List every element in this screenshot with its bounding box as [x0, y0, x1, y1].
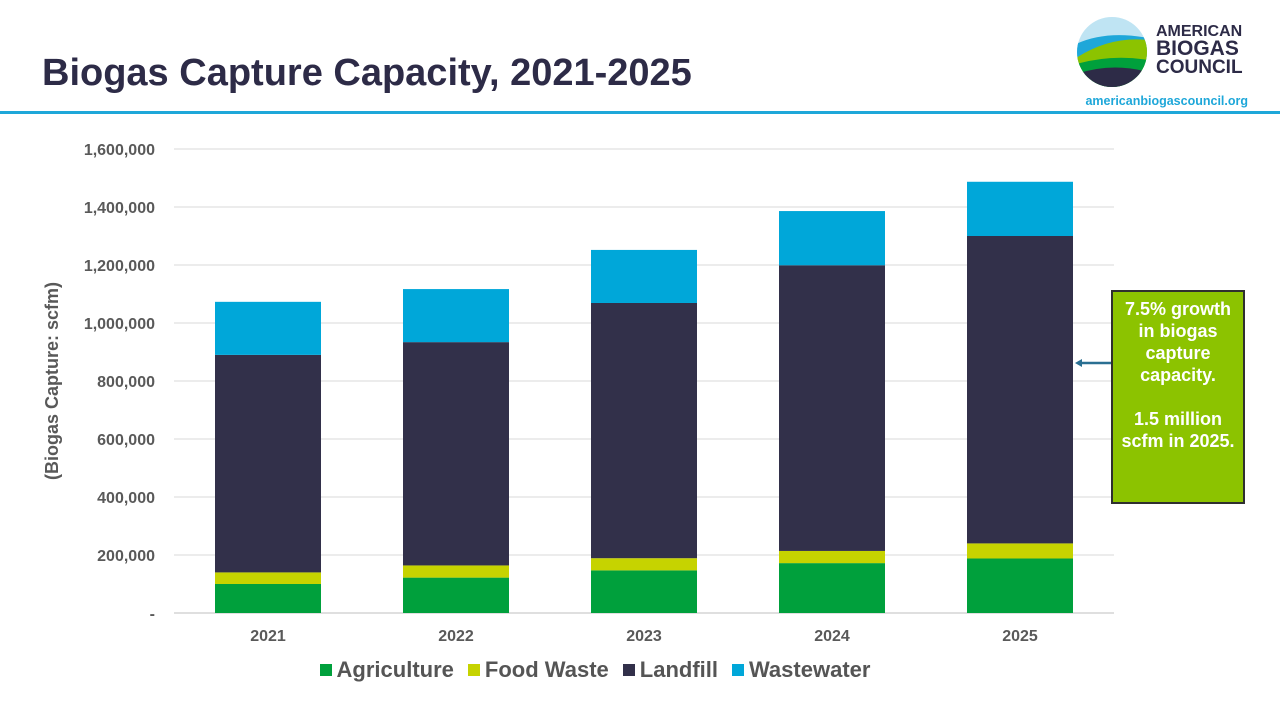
x-tick-label: 2022: [438, 628, 474, 645]
y-axis-label: (Biogas Capture: scfm): [42, 282, 62, 480]
y-axis-ticks: - 200,000 400,000 600,000 800,000 1,000,000 1,…: [84, 142, 155, 623]
y-tick-label: 200,000: [97, 548, 155, 565]
bar-food-waste-2021: [215, 572, 321, 584]
legend-swatch: [731, 664, 744, 676]
bar-landfill-2023: [591, 302, 697, 559]
legend-label: Landfill: [639, 657, 718, 682]
bar-agriculture-2021: [215, 584, 321, 613]
website-url[interactable]: americanbiogascouncil.org: [1085, 94, 1248, 108]
bar-food-waste-2025: [967, 543, 1073, 559]
bar-agriculture-2023: [591, 570, 697, 613]
logo-wordmark: AMERICAN BIOGAS COUNCIL: [1156, 23, 1243, 79]
chart-legend: Agriculture Food Waste Landfill Wastewater: [0, 657, 1190, 683]
y-tick-label: 1,000,000: [84, 316, 155, 333]
bar-wastewater-2024: [779, 211, 885, 266]
x-axis-ticks: 2021 2022 2023 2024 2025: [250, 628, 1038, 645]
bars: [215, 181, 1073, 613]
bar-landfill-2022: [403, 342, 509, 566]
legend-swatch: [467, 664, 480, 676]
x-tick-label: 2021: [250, 628, 286, 645]
legend-label: Wastewater: [748, 657, 871, 682]
legend-item-landfill: Landfill: [622, 657, 718, 683]
bar-landfill-2024: [779, 265, 885, 551]
legend-item-food-waste: Food Waste: [467, 657, 609, 683]
y-tick-label: 800,000: [97, 374, 155, 391]
x-tick-label: 2023: [626, 628, 662, 645]
legend-label: Agriculture: [336, 657, 454, 682]
biogas-council-logo: [1077, 17, 1147, 87]
legend-item-wastewater: Wastewater: [731, 657, 871, 683]
y-tick-label: 1,400,000: [84, 200, 155, 217]
x-tick-label: 2025: [1002, 628, 1038, 645]
callout-total-text: 1.5 million scfm in 2025.: [1121, 409, 1235, 451]
bar-agriculture-2025: [967, 558, 1073, 613]
legend-item-agriculture: Agriculture: [319, 657, 454, 683]
bar-agriculture-2022: [403, 577, 509, 613]
bar-food-waste-2022: [403, 565, 509, 578]
bar-landfill-2021: [215, 354, 321, 573]
callout-growth-text: 7.5% growth in biogas capture capacity.: [1124, 299, 1231, 385]
logo-line-biogas: BIOGAS: [1156, 37, 1239, 61]
y-tick-label: -: [150, 606, 155, 623]
bar-wastewater-2022: [403, 289, 509, 343]
legend-swatch: [622, 664, 635, 676]
logo-line-american: AMERICAN: [1156, 23, 1243, 40]
logo-line-council: COUNCIL: [1156, 57, 1243, 79]
bar-wastewater-2021: [215, 301, 321, 355]
bar-wastewater-2025: [967, 181, 1073, 236]
x-tick-label: 2024: [814, 628, 850, 645]
callout-arrow: [1075, 359, 1111, 367]
bar-landfill-2025: [967, 236, 1073, 544]
bar-wastewater-2023: [591, 249, 697, 303]
legend-swatch: [319, 664, 332, 676]
y-tick-label: 600,000: [97, 432, 155, 449]
y-tick-label: 1,200,000: [84, 258, 155, 275]
bar-agriculture-2024: [779, 563, 885, 613]
y-tick-label: 400,000: [97, 490, 155, 507]
y-tick-label: 1,600,000: [84, 142, 155, 159]
bar-food-waste-2023: [591, 558, 697, 571]
bar-food-waste-2024: [779, 550, 885, 564]
growth-callout: 7.5% growth in biogas capture capacity. …: [1111, 290, 1245, 504]
title-divider: [0, 111, 1280, 114]
legend-label: Food Waste: [484, 657, 609, 682]
page-title: Biogas Capture Capacity, 2021-2025: [42, 52, 692, 94]
